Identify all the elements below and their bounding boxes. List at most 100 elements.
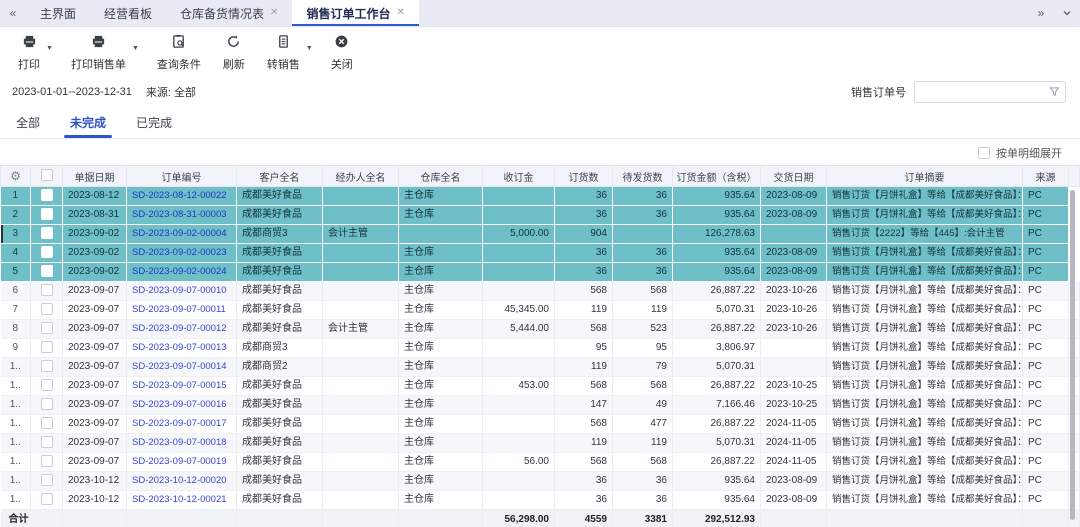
col-header-pending-qty[interactable]: 待发货数 <box>613 166 673 187</box>
order-number-link[interactable]: SD-2023-08-31-00003 <box>132 209 227 220</box>
row-checkbox[interactable] <box>41 474 53 486</box>
table-row[interactable]: 1..2023-09-07SD-2023-09-07-00017成都美好食品主仓… <box>1 415 1080 434</box>
order-number-link[interactable]: SD-2023-09-02-00004 <box>132 228 227 239</box>
vertical-scrollbar[interactable] <box>1070 190 1075 520</box>
collapse-tabs-icon[interactable]: « <box>0 0 26 26</box>
row-checkbox[interactable] <box>41 265 53 277</box>
row-number[interactable]: 7 <box>1 301 31 320</box>
row-checkbox[interactable] <box>41 493 53 505</box>
col-header-delivery-date[interactable]: 交货日期 <box>761 166 827 187</box>
row-number[interactable]: 1.. <box>1 396 31 415</box>
table-row[interactable]: 1..2023-10-12SD-2023-10-12-00021成都美好食品主仓… <box>1 491 1080 510</box>
row-checkbox[interactable] <box>41 341 53 353</box>
tab-dashboard[interactable]: 经营看板 <box>90 0 166 26</box>
order-number-link[interactable]: SD-2023-09-07-00016 <box>132 399 227 410</box>
order-number-link[interactable]: SD-2023-09-02-00023 <box>132 247 227 258</box>
table-row[interactable]: 62023-09-07SD-2023-09-07-00010成都美好食品主仓库5… <box>1 282 1080 301</box>
tab-warehouse-stock-report[interactable]: 仓库备货情况表 ✕ <box>166 0 292 26</box>
table-row[interactable]: 32023-09-02SD-2023-09-02-00004成都商贸3会计主管5… <box>1 225 1080 244</box>
row-number[interactable]: 1.. <box>1 453 31 472</box>
table-row[interactable]: 1..2023-10-12SD-2023-10-12-00020成都美好食品主仓… <box>1 472 1080 491</box>
row-checkbox[interactable] <box>41 246 53 258</box>
status-tab-unfinished[interactable]: 未完成 <box>68 110 108 138</box>
order-number-link[interactable]: SD-2023-09-07-00018 <box>132 437 227 448</box>
transfer-to-sales-button[interactable]: 转销售 <box>261 33 306 73</box>
row-checkbox[interactable] <box>41 189 53 201</box>
order-number-link[interactable]: SD-2023-09-07-00015 <box>132 380 227 391</box>
print-sales-dropdown-caret[interactable]: ▼ <box>132 45 139 52</box>
table-row[interactable]: 92023-09-07SD-2023-09-07-00013成都商贸3主仓库95… <box>1 339 1080 358</box>
row-number[interactable]: 1.. <box>1 434 31 453</box>
expand-by-detail-checkbox[interactable] <box>978 147 990 159</box>
order-number-link[interactable]: SD-2023-09-07-00017 <box>132 418 227 429</box>
order-number-link[interactable]: SD-2023-10-12-00021 <box>132 494 227 505</box>
col-header-customer[interactable]: 客户全名 <box>237 166 323 187</box>
close-button[interactable]: 关闭 <box>325 33 359 73</box>
row-checkbox[interactable] <box>41 227 53 239</box>
row-number[interactable]: 3 <box>1 225 31 244</box>
table-row[interactable]: 82023-09-07SD-2023-09-07-00012成都美好食品会计主管… <box>1 320 1080 339</box>
order-number-link[interactable]: SD-2023-10-12-00020 <box>132 475 227 486</box>
row-checkbox[interactable] <box>41 417 53 429</box>
table-row[interactable]: 1..2023-09-07SD-2023-09-07-00014成都商贸2主仓库… <box>1 358 1080 377</box>
row-checkbox[interactable] <box>41 284 53 296</box>
col-header-date[interactable]: 单据日期 <box>63 166 127 187</box>
filter-funnel-icon[interactable] <box>1049 86 1060 100</box>
status-tab-finished[interactable]: 已完成 <box>134 110 174 138</box>
table-row[interactable]: 52023-09-02SD-2023-09-02-00024成都美好食品主仓库3… <box>1 263 1080 282</box>
row-number[interactable]: 1.. <box>1 472 31 491</box>
row-number[interactable]: 1.. <box>1 377 31 396</box>
tab-home[interactable]: 主界面 <box>26 0 90 26</box>
tab-sales-order-workbench[interactable]: 销售订单工作台 ✕ <box>292 0 418 26</box>
col-header-qty[interactable]: 订货数 <box>555 166 613 187</box>
select-all-checkbox[interactable] <box>41 169 53 181</box>
table-row[interactable]: 1..2023-09-07SD-2023-09-07-00018成都美好食品主仓… <box>1 434 1080 453</box>
status-tab-all[interactable]: 全部 <box>14 110 42 138</box>
row-number[interactable]: 5 <box>1 263 31 282</box>
row-checkbox[interactable] <box>41 208 53 220</box>
table-row[interactable]: 1..2023-09-07SD-2023-09-07-00016成都美好食品主仓… <box>1 396 1080 415</box>
row-checkbox[interactable] <box>41 455 53 467</box>
row-number[interactable]: 2 <box>1 206 31 225</box>
row-checkbox[interactable] <box>41 379 53 391</box>
order-number-link[interactable]: SD-2023-09-02-00024 <box>132 266 227 277</box>
row-number[interactable]: 1.. <box>1 491 31 510</box>
row-checkbox[interactable] <box>41 360 53 372</box>
table-row[interactable]: 1..2023-09-07SD-2023-09-07-00015成都美好食品主仓… <box>1 377 1080 396</box>
row-checkbox[interactable] <box>41 322 53 334</box>
row-number[interactable]: 4 <box>1 244 31 263</box>
order-number-link[interactable]: SD-2023-09-07-00010 <box>132 285 227 296</box>
col-header-amount[interactable]: 订货金额（含税） <box>673 166 761 187</box>
print-dropdown-caret[interactable]: ▼ <box>46 45 53 52</box>
row-number[interactable]: 1.. <box>1 415 31 434</box>
order-number-link[interactable]: SD-2023-09-07-00013 <box>132 342 227 353</box>
print-button[interactable]: 打印 <box>12 33 46 73</box>
chevron-down-icon[interactable] <box>1054 0 1080 26</box>
row-number[interactable]: 6 <box>1 282 31 301</box>
close-tab-icon[interactable]: ✕ <box>270 8 278 18</box>
row-number[interactable]: 1 <box>1 187 31 206</box>
table-row[interactable]: 42023-09-02SD-2023-09-02-00023成都美好食品主仓库3… <box>1 244 1080 263</box>
col-header-summary[interactable]: 订单摘要 <box>827 166 1023 187</box>
row-number[interactable]: 8 <box>1 320 31 339</box>
sales-order-no-input[interactable] <box>914 81 1066 103</box>
order-number-link[interactable]: SD-2023-09-07-00012 <box>132 323 227 334</box>
query-conditions-button[interactable]: 查询条件 <box>151 33 207 73</box>
col-header-order-no[interactable]: 订单编号 <box>127 166 237 187</box>
order-number-link[interactable]: SD-2023-09-07-00011 <box>132 304 226 315</box>
print-sales-order-button[interactable]: 打印销售单 <box>65 33 132 73</box>
col-header-source[interactable]: 来源 <box>1023 166 1069 187</box>
transfer-dropdown-caret[interactable]: ▼ <box>306 45 313 52</box>
table-row[interactable]: 1..2023-09-07SD-2023-09-07-00019成都美好食品主仓… <box>1 453 1080 472</box>
order-number-link[interactable]: SD-2023-08-12-00022 <box>132 190 227 201</box>
refresh-button[interactable]: 刷新 <box>217 33 251 73</box>
table-row[interactable]: 72023-09-07SD-2023-09-07-00011成都美好食品主仓库4… <box>1 301 1080 320</box>
table-row[interactable]: 12023-08-12SD-2023-08-12-00022成都美好食品主仓库3… <box>1 187 1080 206</box>
table-row[interactable]: 22023-08-31SD-2023-08-31-00003成都美好食品主仓库3… <box>1 206 1080 225</box>
row-checkbox[interactable] <box>41 303 53 315</box>
order-number-link[interactable]: SD-2023-09-07-00019 <box>132 456 227 467</box>
expand-tabs-icon[interactable]: » <box>1028 0 1054 26</box>
order-number-link[interactable]: SD-2023-09-07-00014 <box>132 361 227 372</box>
row-checkbox[interactable] <box>41 398 53 410</box>
row-number[interactable]: 9 <box>1 339 31 358</box>
